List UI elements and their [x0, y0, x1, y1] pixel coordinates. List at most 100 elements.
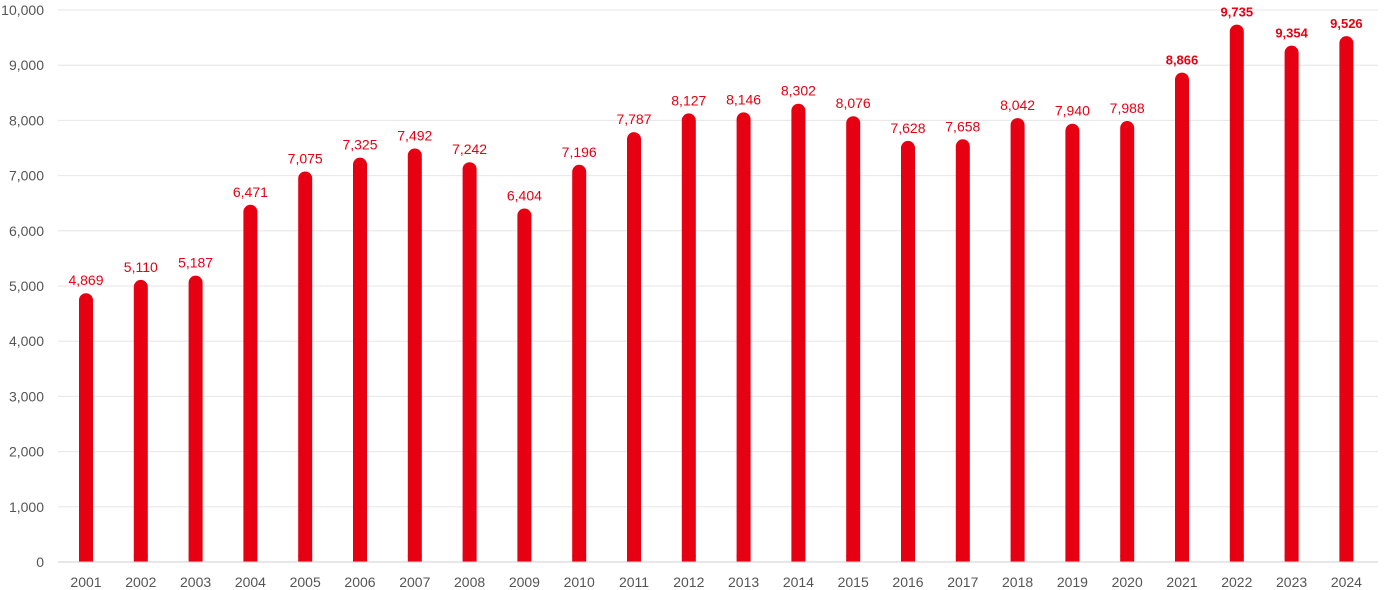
bar-2006	[353, 157, 367, 562]
y-tick-label: 8,000	[9, 112, 44, 128]
data-label-2002: 5,110	[124, 259, 158, 275]
x-tick-label-2006: 2006	[344, 574, 375, 590]
bar-2020	[1120, 121, 1135, 562]
data-label-2015: 8,076	[836, 95, 871, 111]
data-label-2012: 8,127	[671, 92, 706, 108]
bar-2018	[1010, 118, 1025, 562]
y-tick-label: 9,000	[9, 57, 44, 73]
bar-2019	[1065, 123, 1080, 562]
bar-2005	[298, 171, 313, 562]
bar-base-2015	[846, 555, 861, 562]
x-tick-label-2021: 2021	[1166, 574, 1197, 590]
data-label-2024: 9,526	[1330, 16, 1363, 31]
bar-2012	[681, 113, 696, 563]
data-label-2007: 7,492	[397, 127, 432, 143]
data-label-2001: 4,869	[68, 272, 103, 288]
bar-base-2023	[1284, 555, 1299, 562]
bar-base-2018	[1010, 555, 1025, 562]
data-label-2005: 7,075	[288, 150, 323, 166]
bar-2008	[462, 162, 477, 563]
x-tick-label-2015: 2015	[838, 574, 869, 590]
bar-base-2020	[1120, 555, 1135, 562]
x-tick-label-2013: 2013	[728, 574, 759, 590]
bar-base-2003	[188, 555, 203, 562]
data-label-2009: 6,404	[507, 187, 542, 203]
bar-base-2011	[627, 555, 641, 562]
bar-2022	[1229, 24, 1244, 563]
bar-base-2005	[298, 555, 313, 562]
data-labels: 4,869 5,110 5,187 6,471 7,075 7,325 7,492 7,242…	[68, 5, 1362, 289]
bar-2011	[627, 132, 641, 562]
data-label-2011: 7,787	[616, 111, 651, 127]
bar-base-2007	[407, 555, 422, 562]
x-tick-label-2009: 2009	[509, 574, 540, 590]
bar-base-2001	[79, 555, 93, 562]
bar-2014	[791, 103, 806, 562]
x-tick-label-2014: 2014	[783, 574, 814, 590]
y-tick-label: 1,000	[9, 499, 44, 515]
x-tick-label-2020: 2020	[1112, 574, 1143, 590]
y-tick-label: 4,000	[9, 333, 44, 349]
bar-2003	[188, 275, 203, 562]
y-axis: 0 1,000 2,000 3,000 4,000 5,000 6,000 7,000 8,00…	[1, 2, 44, 570]
bar-base-2019	[1065, 555, 1080, 562]
y-tick-label: 3,000	[9, 388, 44, 404]
x-tick-label-2010: 2010	[564, 574, 595, 590]
data-label-2004: 6,471	[233, 184, 268, 200]
data-label-2008: 7,242	[452, 141, 487, 157]
y-tick-label: 10,000	[1, 2, 44, 18]
y-tick-label: 5,000	[9, 278, 44, 294]
bar-base-2008	[462, 555, 477, 562]
x-tick-label-2004: 2004	[235, 574, 266, 590]
data-label-2018: 8,042	[1000, 97, 1035, 113]
x-axis: 2001 2002 2003 2004 2005 2006 2007 2008 2009 2010…	[58, 561, 1378, 590]
x-tick-label-2024: 2024	[1331, 574, 1362, 590]
grid	[58, 9, 1378, 508]
bar-2009	[517, 208, 532, 562]
x-tick-label-2005: 2005	[290, 574, 321, 590]
y-tick-label: 0	[36, 554, 44, 570]
y-tick-label: 6,000	[9, 223, 44, 239]
x-tick-label-2022: 2022	[1221, 574, 1252, 590]
bar-2010	[572, 164, 587, 562]
bar-base-2013	[736, 555, 751, 562]
x-tick-label-2019: 2019	[1057, 574, 1088, 590]
bar-2015	[846, 116, 861, 562]
bar-2007	[407, 148, 422, 563]
bar-base-2006	[353, 555, 367, 562]
data-label-2016: 7,628	[890, 120, 925, 136]
y-tick-label: 2,000	[9, 444, 44, 460]
data-label-2006: 7,325	[342, 137, 377, 153]
bar-base-2024	[1339, 555, 1354, 562]
data-label-2022: 9,735	[1221, 5, 1254, 20]
x-tick-label-2017: 2017	[947, 574, 978, 590]
y-tick-label: 7,000	[9, 168, 44, 184]
bar-base-2004	[243, 555, 258, 562]
bar-2016	[901, 140, 915, 563]
data-label-2019: 7,940	[1055, 103, 1090, 119]
data-label-2014: 8,302	[781, 83, 816, 99]
bar-base-2012	[681, 555, 696, 562]
bar-2024	[1339, 36, 1354, 563]
bar-2001	[79, 293, 93, 562]
bar-base-2021	[1175, 555, 1189, 562]
x-tick-label-2002: 2002	[125, 574, 156, 590]
bar-2017	[955, 139, 970, 563]
x-tick-label-2008: 2008	[454, 574, 485, 590]
bar-2023	[1284, 45, 1299, 563]
bar-2013	[736, 112, 751, 563]
bar-2021	[1175, 72, 1189, 562]
bar-base-2016	[901, 555, 915, 562]
x-tick-label-2012: 2012	[673, 574, 704, 590]
x-tick-label-2001: 2001	[70, 574, 101, 590]
x-tick-label-2007: 2007	[399, 574, 430, 590]
data-label-2021: 8,866	[1166, 53, 1199, 68]
bar-base-2022	[1229, 555, 1244, 562]
data-label-2017: 7,658	[945, 118, 980, 134]
bars	[79, 24, 1354, 563]
data-label-2013: 8,146	[726, 91, 761, 107]
bar-2004	[243, 204, 258, 563]
bar-base-2017	[955, 555, 970, 562]
